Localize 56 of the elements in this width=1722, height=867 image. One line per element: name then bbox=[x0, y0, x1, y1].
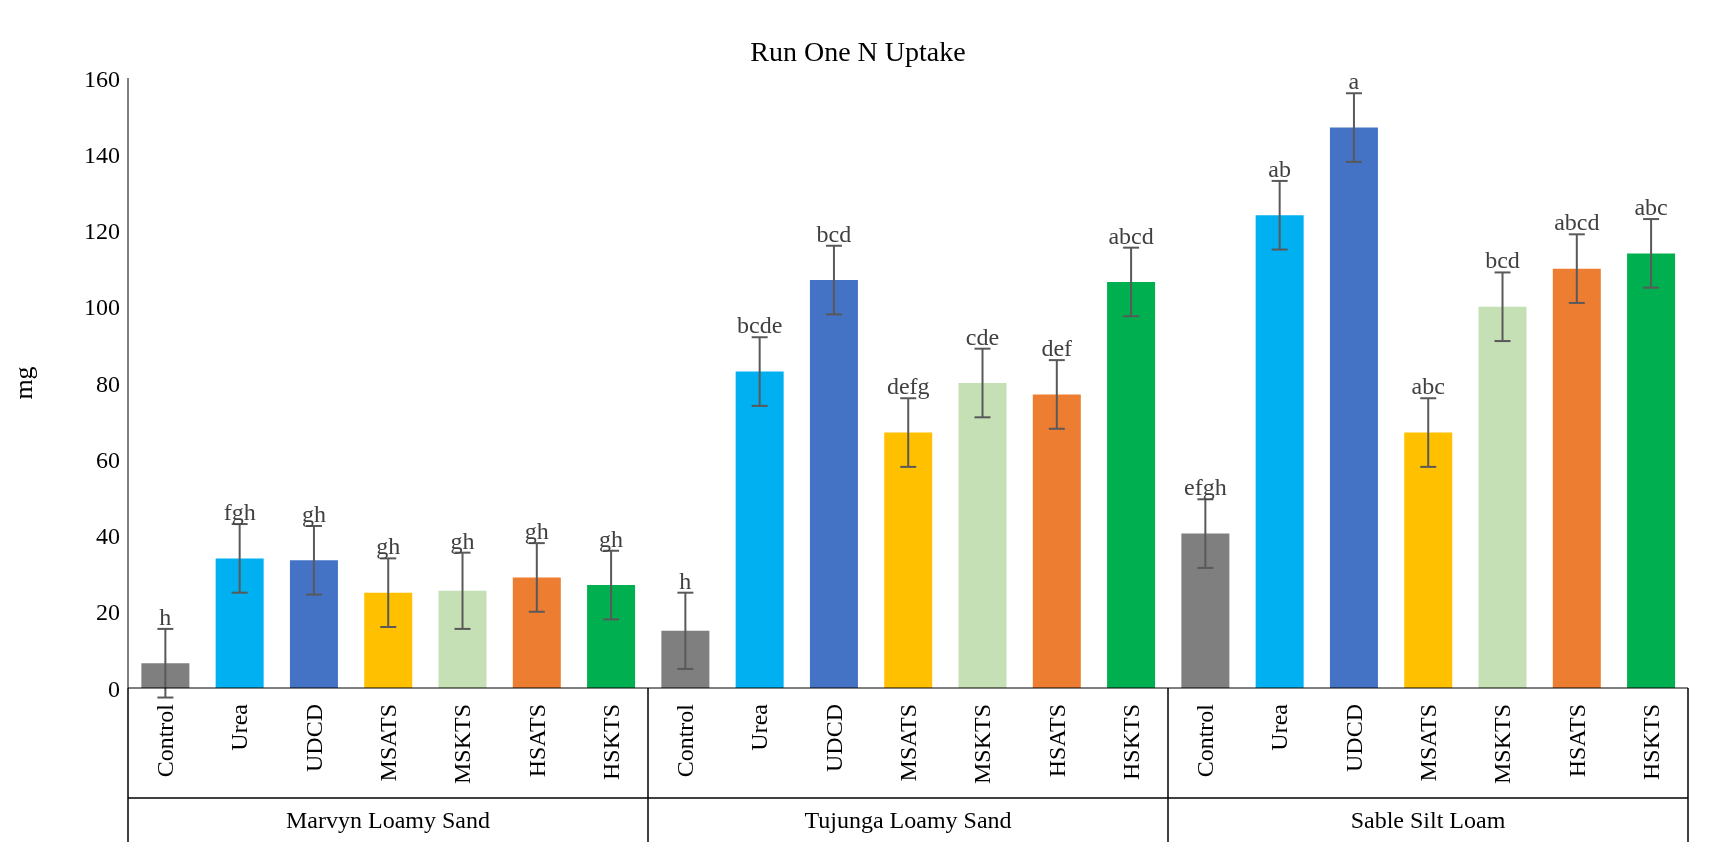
data-label: bcd bbox=[1485, 247, 1520, 274]
y-tick-label: 60 bbox=[96, 446, 120, 473]
x-tick-label: MSATS bbox=[1415, 704, 1441, 782]
data-label: bcd bbox=[816, 220, 852, 247]
y-tick-label: 120 bbox=[84, 218, 120, 245]
x-tick-label: MSATS bbox=[895, 704, 921, 782]
text: Tujunga Loamy Sand bbox=[804, 807, 1012, 833]
data-label: efgh bbox=[1184, 474, 1227, 501]
data-label: h bbox=[679, 567, 692, 594]
x-tick-label: HSATS bbox=[523, 704, 550, 778]
data-label: abcd bbox=[1108, 222, 1154, 249]
data-label: a bbox=[1348, 68, 1360, 95]
data-label: ab bbox=[1268, 155, 1291, 182]
y-tick-label: 0 bbox=[108, 675, 120, 702]
data-label: gh bbox=[450, 527, 475, 554]
y-tick-label: 40 bbox=[96, 523, 120, 550]
text: Marvyn Loamy Sand bbox=[286, 807, 490, 833]
x-tick-label: Control bbox=[672, 703, 699, 778]
chart-title: Run One N Uptake bbox=[750, 36, 966, 67]
data-label: gh bbox=[599, 525, 624, 552]
x-tick-label: HSATS bbox=[1563, 704, 1590, 778]
x-tick-label: Control bbox=[1192, 703, 1219, 778]
data-label: cde bbox=[965, 323, 1000, 350]
x-tick-label: HSKTS bbox=[597, 704, 624, 781]
x-tick-label: Urea bbox=[226, 703, 253, 751]
data-label: fgh bbox=[223, 499, 256, 526]
data-label: defg bbox=[886, 373, 930, 400]
data-label: h bbox=[159, 603, 172, 630]
y-tick-label: 20 bbox=[96, 599, 120, 626]
x-tick-label: UDCD bbox=[820, 704, 847, 773]
data-label: gh bbox=[301, 500, 326, 527]
data-label: def bbox=[1041, 335, 1073, 362]
x-tick-label: UDCD bbox=[1340, 704, 1367, 773]
x-tick-label: Control bbox=[152, 703, 179, 778]
data-label: bcde bbox=[737, 312, 783, 339]
x-tick-label: HSKTS bbox=[1637, 704, 1664, 781]
x-tick-label: MSKTS bbox=[969, 704, 996, 785]
text: Sable Silt Loam bbox=[1350, 807, 1506, 833]
data-label: gh bbox=[376, 533, 401, 560]
data-label: gh bbox=[524, 518, 549, 545]
data-label: abc bbox=[1411, 373, 1445, 400]
x-tick-label: MSKTS bbox=[449, 704, 476, 785]
y-tick-label: 160 bbox=[84, 65, 120, 92]
x-tick-label: MSKTS bbox=[1489, 704, 1516, 785]
x-tick-label: Urea bbox=[746, 703, 773, 751]
x-tick-label: HSATS bbox=[1043, 704, 1070, 778]
y-tick-label: 140 bbox=[84, 141, 120, 168]
data-label: abc bbox=[1634, 194, 1668, 221]
x-tick-label: Urea bbox=[1266, 703, 1293, 751]
y-tick-label: 80 bbox=[96, 370, 120, 397]
y-axis-title: mg bbox=[9, 366, 39, 400]
x-tick-label: MSATS bbox=[375, 704, 401, 782]
x-tick-label: HSKTS bbox=[1117, 704, 1144, 781]
y-tick-label: 100 bbox=[84, 294, 120, 321]
data-label: abcd bbox=[1554, 209, 1600, 236]
x-tick-label: UDCD bbox=[300, 704, 327, 773]
